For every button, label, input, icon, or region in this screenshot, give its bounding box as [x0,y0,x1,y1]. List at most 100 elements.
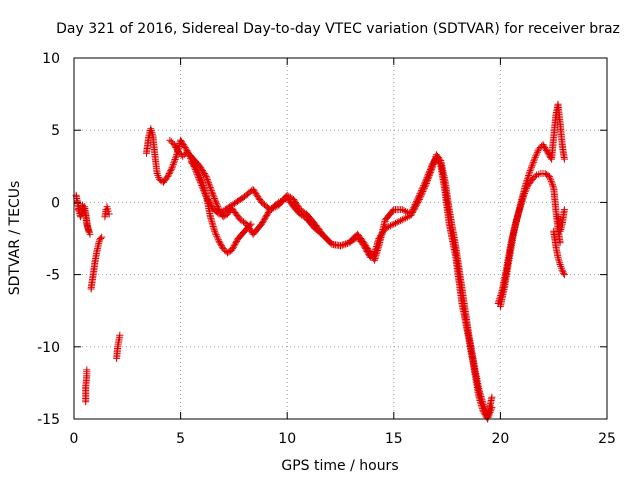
data-point [415,197,423,205]
data-point [193,165,201,173]
x-tick-label: 5 [176,431,185,447]
series-track-6 [550,227,568,279]
data-point [377,232,385,240]
data-point [172,144,180,151]
data-point [234,213,242,221]
data-point [529,158,537,166]
grid [74,58,607,419]
data-point [171,156,179,163]
data-point [392,219,399,227]
data-point [246,221,254,229]
data-point [390,220,398,228]
chart-title: Day 321 of 2016, Sidereal Day-to-day VTE… [56,21,620,37]
data-point [530,157,538,165]
data-point [358,239,366,247]
data-point [415,196,423,203]
data-point [409,207,417,215]
data-point [256,196,264,203]
data-point [212,231,220,239]
data-point [361,243,369,251]
data-point [202,190,210,198]
y-tick-label: 0 [51,195,60,211]
data-point [165,171,172,179]
data-point [547,177,555,185]
data-point [84,223,92,231]
data-point [479,399,487,407]
data-point [340,241,348,249]
data-point [93,246,101,254]
data-point [530,174,538,182]
data-point [403,213,411,221]
data-point [98,233,106,241]
data-point [259,219,266,227]
data-point [211,196,219,204]
data-point [517,197,525,205]
data-point [533,150,541,158]
data-point [201,171,209,179]
data-point [79,203,87,211]
data-point [509,233,517,241]
data-point [209,191,217,199]
y-tick-label: -5 [46,268,60,284]
data-point [169,160,177,168]
data-point [383,224,391,231]
data-point [398,216,406,224]
data-point [207,187,215,195]
data-point [171,142,179,150]
data-point [81,208,89,216]
data-point [197,173,204,181]
data-point [104,205,112,213]
data-point [423,178,431,186]
data-point [97,235,105,242]
data-point [451,240,459,248]
data-point [559,268,567,276]
data-point [523,176,531,184]
data-point [408,209,416,216]
data-point [364,249,372,257]
data-point [210,226,218,234]
data-point [531,153,539,161]
data-point [411,204,419,212]
x-tick-label: 15 [385,431,403,447]
data-point [85,228,93,236]
data-point [168,164,176,172]
data-point [238,230,246,238]
data-point [420,184,428,192]
data-point [471,363,478,371]
series-track-2 [166,136,496,420]
data-point [230,242,238,250]
data-point [427,167,435,175]
data-point [294,208,302,215]
data-point [213,232,221,240]
data-point [211,195,218,202]
data-point [162,175,170,183]
data-point [272,201,280,209]
data-point [532,152,540,160]
data-point [288,200,295,208]
data-point [539,170,547,177]
y-tick-label: -15 [37,412,60,428]
x-tick-label: 0 [70,431,79,447]
data-point [231,240,239,248]
data-point [418,191,425,199]
series-isolated-c [113,331,124,362]
data-point [260,216,268,224]
data-point [211,229,219,237]
data-point [210,193,218,201]
data-point [397,217,405,225]
data-point [441,175,449,183]
data-point [204,177,212,185]
series-branch-b-early [74,201,94,238]
data-point [400,215,408,223]
data-point [196,172,204,180]
data-point [276,198,284,205]
data-point [264,210,272,218]
data-point [419,188,427,195]
data-point [202,172,210,180]
data-point [548,179,556,187]
data-point [205,179,212,187]
data-point [218,242,225,250]
y-tick-label: 10 [42,51,60,67]
data-point [475,385,483,392]
